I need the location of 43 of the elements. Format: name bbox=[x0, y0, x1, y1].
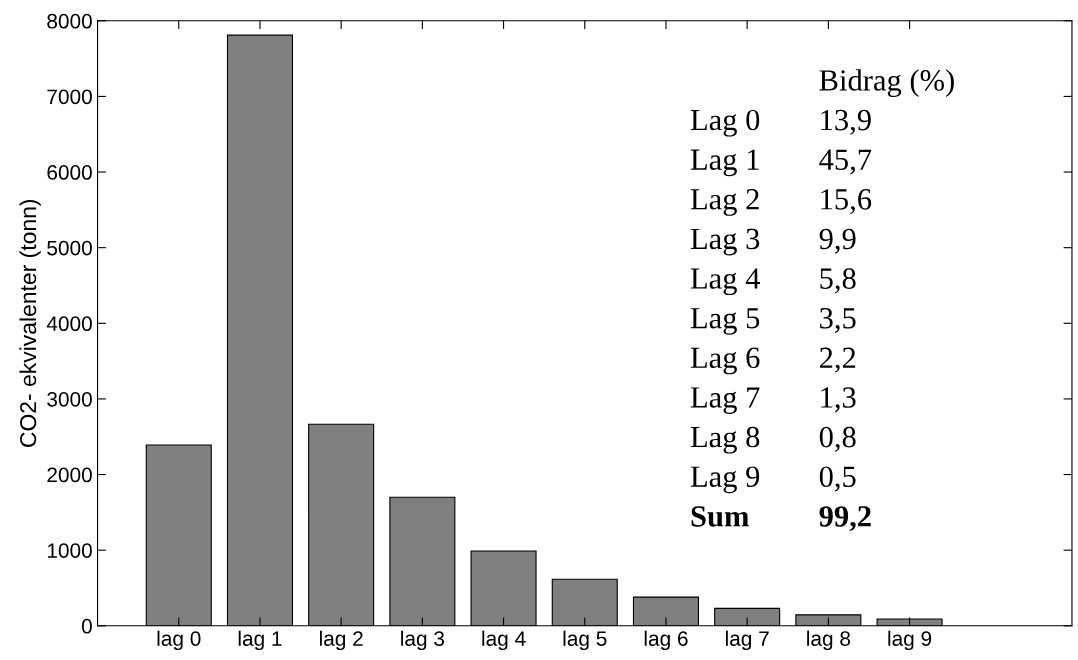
x-tick-label: lag 1 bbox=[238, 630, 282, 651]
annotation: Lag 9 bbox=[690, 466, 760, 494]
annotation: 1,3 bbox=[821, 387, 856, 413]
annotation: 15,6 bbox=[821, 189, 872, 215]
y-tick-label: 1000 bbox=[47, 543, 92, 558]
annotation: 5,8 bbox=[820, 268, 856, 294]
annotation: Lag 0 bbox=[690, 109, 760, 137]
y-tick-label: 0 bbox=[81, 618, 92, 634]
annotation: Lag 8 bbox=[690, 426, 760, 454]
x-tick-label: lag 3 bbox=[401, 630, 445, 651]
annotation: Bidrag (%) bbox=[819, 69, 954, 98]
annotation: 13,9 bbox=[821, 109, 871, 135]
annotation: 99,2 bbox=[819, 506, 871, 532]
y-tick-label: 8000 bbox=[47, 13, 92, 29]
annotation: 45,7 bbox=[819, 149, 872, 175]
annotation: 9,9 bbox=[819, 228, 856, 254]
annotation: Lag 2 bbox=[690, 189, 759, 216]
annotation: 0,5 bbox=[819, 466, 856, 492]
annotation: Lag 6 bbox=[690, 347, 760, 375]
x-tick-label: lag 5 bbox=[563, 630, 607, 651]
annotation: Lag 4 bbox=[690, 268, 760, 296]
x-tick-label: lag 2 bbox=[319, 630, 363, 651]
x-tick-label: lag 6 bbox=[644, 630, 688, 651]
y-tick-label: 5000 bbox=[47, 240, 92, 256]
annotation: 0,8 bbox=[819, 426, 856, 452]
x-tick-label: lag 4 bbox=[482, 630, 526, 651]
annotation: 3,5 bbox=[820, 308, 856, 333]
y-tick-label: 7000 bbox=[47, 89, 92, 105]
annotation: Sum bbox=[691, 506, 749, 527]
y-tick-label: 3000 bbox=[47, 391, 92, 407]
annotation: Lag 7 bbox=[690, 387, 760, 414]
x-tick-label: lag 0 bbox=[157, 630, 201, 651]
y-tick-label: 2000 bbox=[47, 467, 92, 483]
annotation: 2,2 bbox=[819, 347, 856, 373]
x-tick-label: lag 7 bbox=[725, 630, 769, 651]
annotation: Lag 1 bbox=[690, 149, 759, 177]
y-tick-label: 4000 bbox=[46, 316, 92, 332]
x-tick-label: lag 8 bbox=[807, 630, 851, 651]
annotation: Lag 5 bbox=[690, 308, 760, 335]
y-axis-title: CO2- ekvivalenter (tonn) bbox=[19, 199, 41, 447]
annotation: Lag 3 bbox=[690, 228, 760, 256]
y-tick-label: 6000 bbox=[47, 165, 92, 180]
x-tick-label: lag 9 bbox=[888, 630, 932, 651]
